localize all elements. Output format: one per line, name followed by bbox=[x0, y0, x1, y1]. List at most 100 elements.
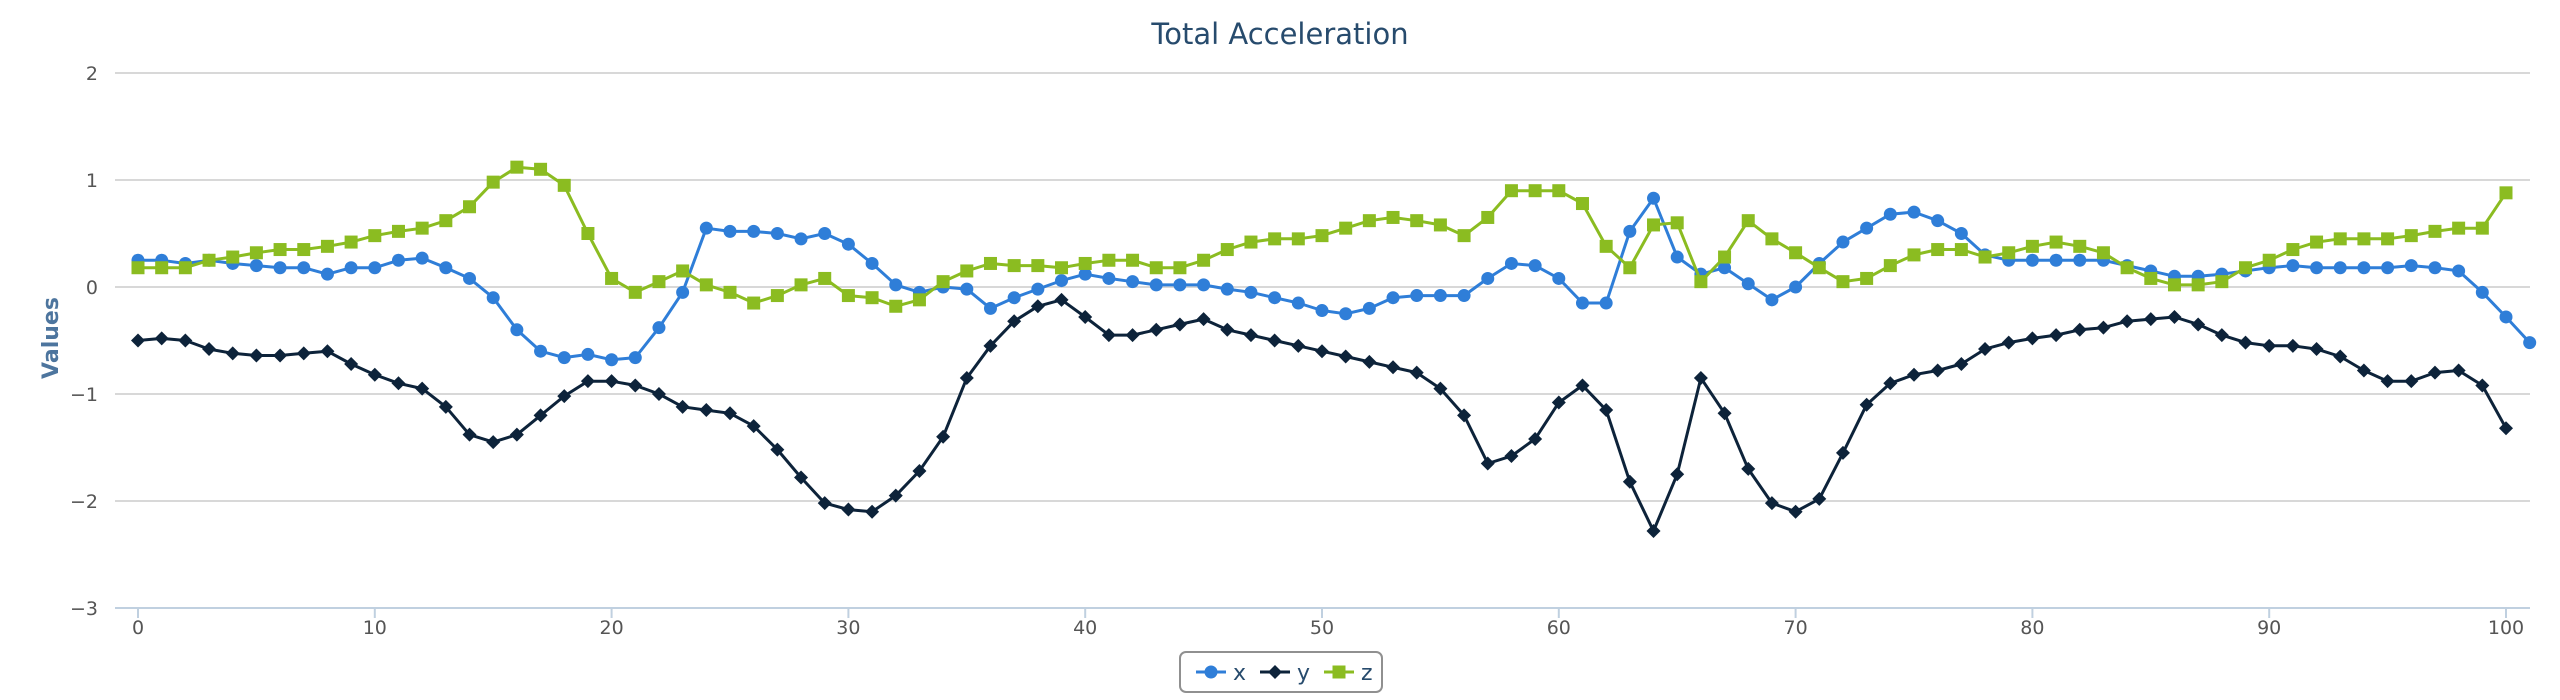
data-point-x[interactable] bbox=[273, 261, 287, 275]
data-point-y[interactable] bbox=[1978, 342, 1993, 357]
data-point-x[interactable] bbox=[628, 351, 642, 365]
data-point-z[interactable] bbox=[510, 160, 524, 174]
data-point-x[interactable] bbox=[1386, 291, 1400, 305]
data-point-y[interactable] bbox=[2120, 314, 2135, 329]
data-point-y[interactable] bbox=[2096, 320, 2111, 335]
data-point-x[interactable] bbox=[1055, 274, 1069, 288]
data-point-x[interactable] bbox=[320, 267, 334, 281]
data-point-y[interactable] bbox=[1788, 504, 1803, 519]
data-point-x[interactable] bbox=[1931, 214, 1945, 228]
data-point-z[interactable] bbox=[983, 256, 997, 270]
data-point-z[interactable] bbox=[889, 299, 903, 313]
data-point-x[interactable] bbox=[344, 261, 358, 275]
data-point-z[interactable] bbox=[1315, 229, 1329, 243]
data-point-y[interactable] bbox=[1243, 328, 1258, 343]
data-point-x[interactable] bbox=[889, 278, 903, 292]
data-point-x[interactable] bbox=[1102, 271, 1116, 285]
data-point-x[interactable] bbox=[1291, 296, 1305, 310]
data-point-z[interactable] bbox=[1860, 271, 1874, 285]
data-point-z[interactable] bbox=[249, 246, 263, 260]
data-point-x[interactable] bbox=[581, 347, 595, 361]
data-point-y[interactable] bbox=[628, 378, 643, 393]
data-point-z[interactable] bbox=[439, 214, 453, 228]
data-point-z[interactable] bbox=[1433, 218, 1447, 232]
data-point-z[interactable] bbox=[1268, 232, 1282, 246]
data-point-y[interactable] bbox=[1007, 314, 1022, 329]
data-point-y[interactable] bbox=[2427, 365, 2442, 380]
data-point-x[interactable] bbox=[770, 227, 784, 240]
data-point-x[interactable] bbox=[1623, 224, 1637, 238]
data-point-z[interactable] bbox=[2049, 235, 2063, 249]
data-point-x[interactable] bbox=[1647, 191, 1661, 205]
data-point-x[interactable] bbox=[1031, 282, 1045, 296]
data-point-x[interactable] bbox=[2381, 261, 2395, 275]
data-point-y[interactable] bbox=[2475, 378, 2490, 393]
data-point-x[interactable] bbox=[2357, 261, 2371, 275]
data-point-z[interactable] bbox=[486, 175, 500, 189]
data-point-z[interactable] bbox=[2144, 271, 2158, 285]
data-point-x[interactable] bbox=[1362, 301, 1376, 315]
data-point-z[interactable] bbox=[628, 285, 642, 299]
data-point-y[interactable] bbox=[557, 389, 572, 404]
data-point-z[interactable] bbox=[2262, 253, 2276, 267]
data-point-y[interactable] bbox=[936, 429, 951, 444]
data-point-y[interactable] bbox=[1338, 349, 1353, 364]
series-line-y[interactable] bbox=[137, 298, 2508, 533]
data-point-y[interactable] bbox=[1315, 344, 1329, 359]
data-point-z[interactable] bbox=[747, 296, 761, 310]
data-point-z[interactable] bbox=[534, 162, 548, 176]
data-point-y[interactable] bbox=[1433, 381, 1448, 396]
data-point-y[interactable] bbox=[675, 399, 690, 414]
data-point-y[interactable] bbox=[178, 333, 193, 348]
data-point-x[interactable] bbox=[297, 261, 311, 275]
data-point-x[interactable] bbox=[818, 227, 832, 240]
data-point-x[interactable] bbox=[1741, 277, 1755, 291]
data-point-y[interactable] bbox=[2499, 421, 2513, 436]
data-point-y[interactable] bbox=[723, 406, 737, 421]
data-point-z[interactable] bbox=[2002, 246, 2016, 260]
data-point-y[interactable] bbox=[580, 374, 595, 389]
data-point-y[interactable] bbox=[2049, 328, 2064, 343]
data-point-y[interactable] bbox=[865, 504, 880, 519]
data-point-z[interactable] bbox=[2475, 221, 2489, 235]
data-point-x[interactable] bbox=[1078, 267, 1092, 281]
data-point-y[interactable] bbox=[1101, 328, 1116, 343]
data-point-x[interactable] bbox=[1244, 285, 1258, 299]
data-point-x[interactable] bbox=[1789, 280, 1803, 294]
data-point-z[interactable] bbox=[131, 261, 145, 275]
data-point-x[interactable] bbox=[983, 301, 997, 315]
data-point-x[interactable] bbox=[1433, 289, 1447, 303]
data-point-y[interactable] bbox=[1457, 408, 1472, 423]
data-point-x[interactable] bbox=[1504, 256, 1518, 270]
data-point-y[interactable] bbox=[2309, 342, 2324, 357]
data-point-y[interactable] bbox=[415, 381, 430, 396]
data-point-y[interactable] bbox=[2333, 349, 2348, 364]
data-point-y[interactable] bbox=[1220, 322, 1235, 337]
data-point-y[interactable] bbox=[1812, 491, 1827, 506]
data-point-x[interactable] bbox=[2475, 285, 2489, 299]
data-point-y[interactable] bbox=[888, 488, 903, 503]
data-point-y[interactable] bbox=[2356, 363, 2371, 378]
data-point-y[interactable] bbox=[2380, 374, 2395, 389]
data-point-z[interactable] bbox=[557, 178, 571, 192]
data-point-z[interactable] bbox=[463, 200, 477, 214]
data-point-x[interactable] bbox=[1883, 207, 1897, 221]
data-point-x[interactable] bbox=[391, 253, 405, 267]
data-point-y[interactable] bbox=[344, 357, 359, 372]
data-point-x[interactable] bbox=[1268, 291, 1282, 305]
data-point-y[interactable] bbox=[1764, 496, 1779, 511]
data-point-x[interactable] bbox=[1173, 278, 1187, 292]
data-point-z[interactable] bbox=[1504, 184, 1518, 198]
data-point-x[interactable] bbox=[368, 261, 382, 275]
data-point-x[interactable] bbox=[1007, 291, 1021, 305]
data-point-y[interactable] bbox=[320, 344, 335, 359]
data-point-y[interactable] bbox=[249, 348, 264, 363]
data-point-x[interactable] bbox=[747, 224, 761, 238]
data-point-y[interactable] bbox=[1480, 456, 1495, 471]
data-point-y[interactable] bbox=[2143, 312, 2158, 327]
data-point-x[interactable] bbox=[723, 224, 737, 238]
data-point-y[interactable] bbox=[1030, 299, 1045, 314]
data-point-x[interactable] bbox=[2428, 261, 2442, 275]
data-point-z[interactable] bbox=[841, 289, 855, 303]
data-point-y[interactable] bbox=[391, 376, 406, 391]
